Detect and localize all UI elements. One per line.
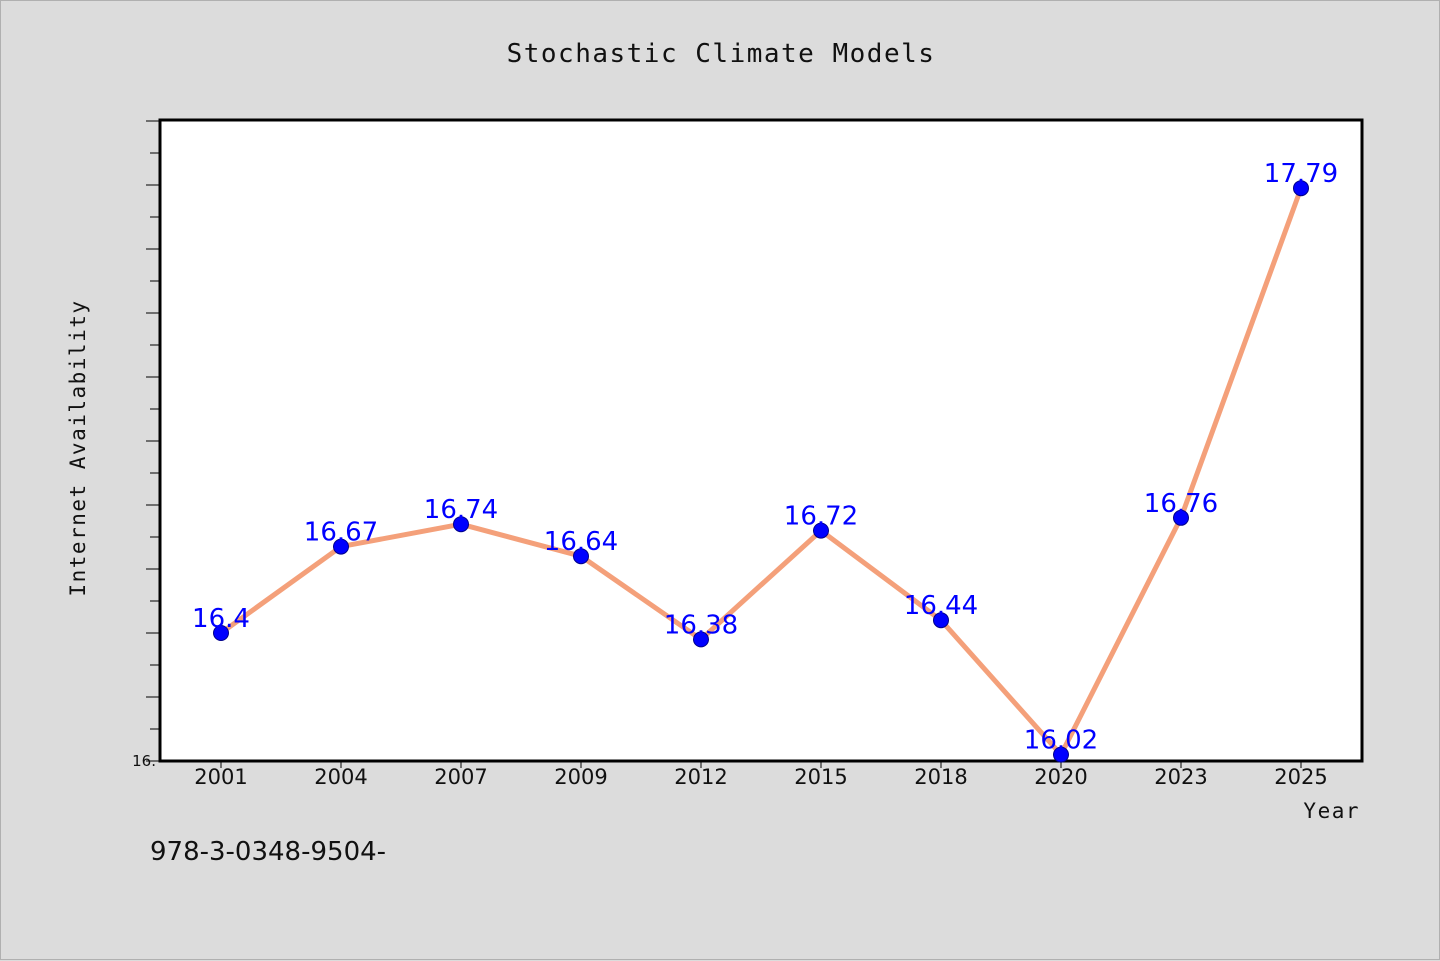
data-label-group: 16.4 16.67 16.74 16.64 16.38 16.72 16.44 16.02 1… [192, 159, 1338, 755]
data-point-marker [1293, 180, 1309, 197]
x-axis-ticks: 2001 2004 2007 2009 2012 2015 2018 2020 2023 2025 [194, 761, 1328, 789]
x-tick-label: 2007 [434, 765, 487, 789]
data-label: 17.79 [1264, 159, 1338, 189]
data-point-marker [693, 631, 709, 648]
data-label: 16.72 [784, 502, 858, 532]
data-label: 16.74 [424, 495, 498, 525]
data-point-marker [933, 612, 949, 629]
x-tick-label: 2009 [554, 765, 607, 789]
series-line-group [213, 180, 1309, 763]
x-tick-label: 2025 [1274, 765, 1327, 789]
data-label: 16.38 [664, 610, 738, 640]
caption-text: 978-3-0348-9504- [150, 837, 387, 867]
y-axis-ticks: 16. [132, 120, 160, 770]
data-point-marker [453, 516, 469, 533]
x-tick-label: 2015 [794, 765, 847, 789]
data-point-marker [813, 522, 829, 539]
data-point-marker [333, 538, 349, 555]
x-tick-label: 2001 [194, 765, 247, 789]
y-tick-label: 16. [132, 752, 156, 770]
data-label: 16.64 [544, 527, 618, 557]
y-axis-label: Internet Availability [66, 299, 90, 596]
data-label: 16.4 [192, 604, 250, 634]
x-tick-label: 2020 [1034, 765, 1087, 789]
chart-title: Stochastic Climate Models [507, 39, 936, 69]
x-tick-label: 2023 [1154, 765, 1207, 789]
x-tick-label: 2012 [674, 765, 727, 789]
x-tick-label: 2018 [914, 765, 967, 789]
data-label: 16.67 [304, 518, 378, 548]
data-point-marker [1173, 509, 1189, 526]
x-axis-label: Year [1303, 799, 1360, 823]
plot-area [158, 118, 1364, 763]
series-line [218, 185, 1304, 758]
data-label: 16.44 [904, 591, 978, 621]
data-label: 16.76 [1144, 489, 1218, 519]
data-label: 16.02 [1024, 726, 1098, 756]
x-tick-label: 2004 [314, 765, 367, 789]
data-point-marker [213, 625, 229, 641]
data-point-marker [1053, 746, 1069, 763]
data-point-marker [573, 548, 589, 565]
